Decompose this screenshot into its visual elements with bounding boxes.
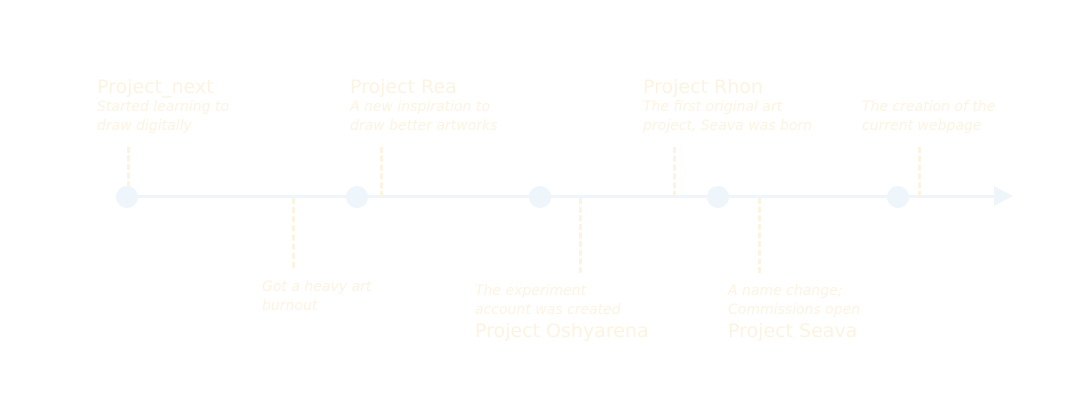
desc-line: A new inspiration to bbox=[350, 99, 490, 115]
milestone-desc-project-seava: A name change; Commissions open bbox=[728, 282, 860, 320]
desc-line: The first original art bbox=[643, 99, 783, 115]
timeline-axis bbox=[127, 195, 997, 198]
desc-line: The creation of the bbox=[862, 99, 996, 115]
milestone-desc-webpage: The creation of the current webpage bbox=[862, 98, 995, 136]
desc-line: draw digitally bbox=[97, 118, 192, 134]
timeline-dot bbox=[707, 186, 729, 208]
desc-line: draw better artworks bbox=[350, 118, 498, 134]
desc-line: current webpage bbox=[862, 118, 982, 134]
desc-line: burnout bbox=[262, 298, 318, 314]
desc-line: Started learning to bbox=[97, 99, 230, 115]
connector-project-rhon bbox=[673, 147, 676, 197]
timeline-arrowhead bbox=[994, 186, 1013, 206]
desc-line: The experiment bbox=[475, 283, 587, 299]
desc-line: Got a heavy art bbox=[262, 279, 372, 295]
timeline-dot bbox=[529, 186, 551, 208]
desc-line: account was created bbox=[475, 302, 621, 318]
timeline-dot bbox=[887, 186, 909, 208]
connector-project-seava bbox=[758, 198, 761, 273]
milestone-desc-project-oshyarena: The experiment account was created bbox=[475, 282, 621, 320]
milestone-title-project-rhon: Project Rhon bbox=[643, 76, 763, 98]
timeline-dot bbox=[116, 186, 138, 208]
milestone-title-project-next: Project_next bbox=[97, 76, 214, 98]
connector-webpage bbox=[918, 147, 921, 197]
desc-line: Commissions open bbox=[728, 302, 861, 318]
milestone-title-project-oshyarena: Project Oshyarena bbox=[475, 320, 649, 342]
milestone-title-project-rea: Project Rea bbox=[350, 76, 457, 98]
connector-project-rea bbox=[380, 147, 383, 197]
connector-project-oshyarena bbox=[579, 198, 582, 273]
milestone-desc-project-next: Started learning to draw digitally bbox=[97, 98, 229, 136]
milestone-desc-project-rea: A new inspiration to draw better artwork… bbox=[350, 98, 497, 136]
milestone-desc-project-rhon: The first original art project, Seava wa… bbox=[643, 98, 812, 136]
connector-burnout bbox=[292, 198, 295, 268]
timeline-dot bbox=[346, 186, 368, 208]
desc-line: A name change; bbox=[728, 283, 843, 299]
desc-line: project, Seava was born bbox=[643, 118, 813, 134]
milestone-desc-burnout: Got a heavy art burnout bbox=[262, 278, 371, 316]
milestone-title-project-seava: Project Seava bbox=[728, 320, 858, 342]
connector-project-next bbox=[127, 147, 130, 187]
